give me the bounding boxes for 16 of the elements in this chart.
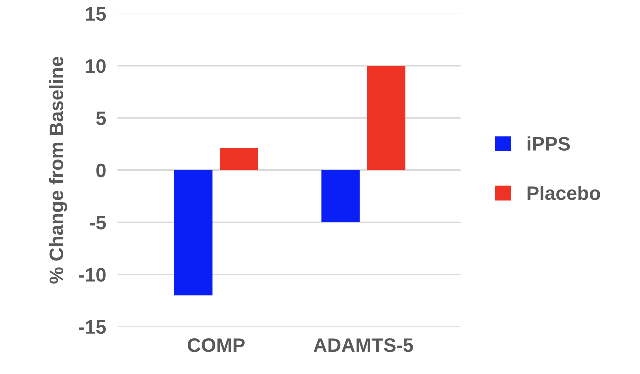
y-tick-label: 10: [86, 59, 106, 74]
y-tick-label: -5: [90, 216, 106, 230]
x-tick-label: COMP: [188, 338, 245, 352]
y-tick-label: 0: [96, 164, 106, 178]
y-tick-label: -15: [79, 320, 106, 334]
bar: [220, 148, 258, 170]
y-tick-label: 5: [96, 112, 106, 126]
legend-label: Placebo: [528, 186, 600, 200]
bar: [367, 66, 406, 170]
x-tick-label: ADAMTS-5: [314, 338, 414, 352]
bar: [174, 170, 213, 296]
y-tick-label: 15: [86, 8, 106, 22]
legend-label: iPPS: [528, 136, 570, 151]
y-tick-label: -10: [79, 268, 106, 282]
y-axis-title: % Change from Baseline: [49, 57, 68, 284]
bar: [322, 170, 360, 223]
